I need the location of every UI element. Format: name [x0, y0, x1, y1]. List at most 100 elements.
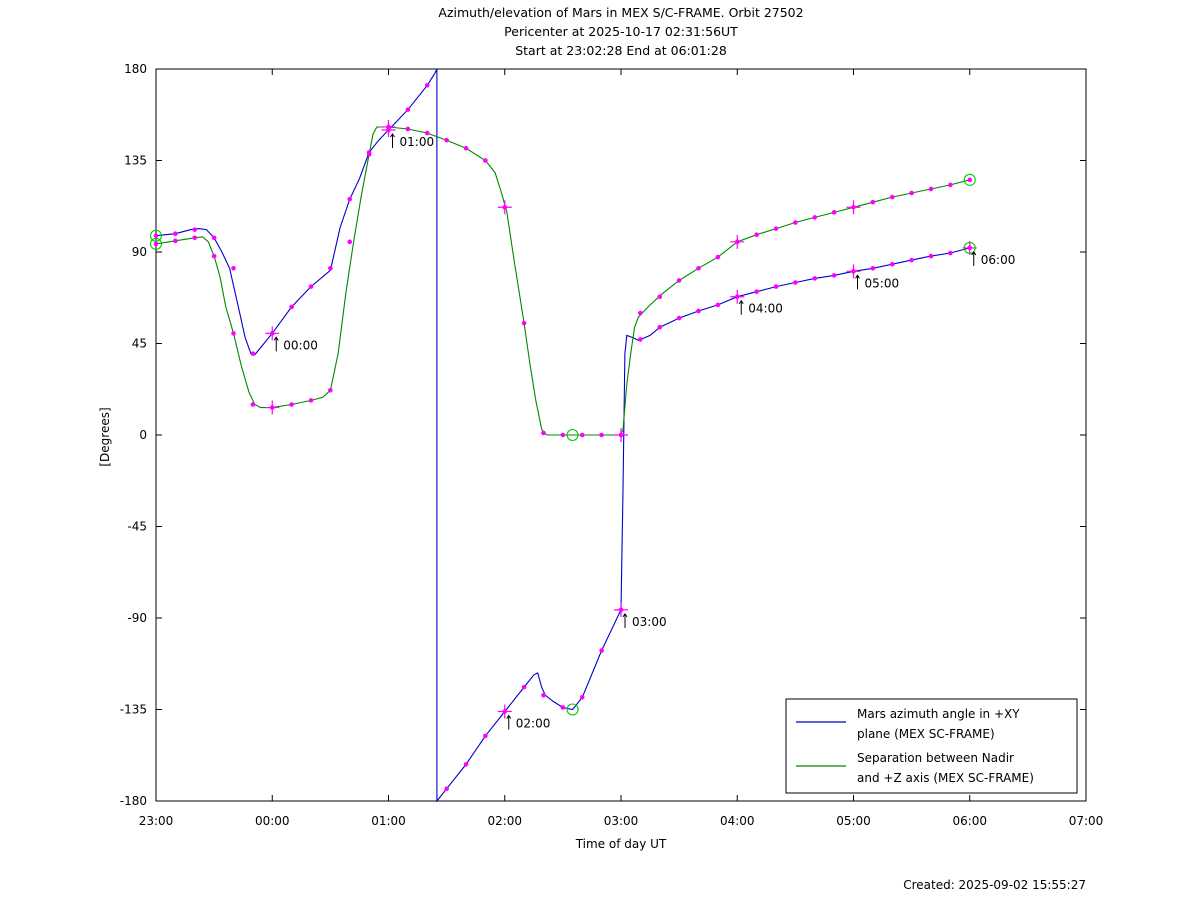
x-tick-label: 02:00	[487, 814, 522, 828]
axis-ticks: 23:00 00:00 01:00 02:00 03:00 04:00 05:00 06:00…	[120, 62, 1104, 828]
time-annotation-arrow	[855, 274, 860, 290]
time-annotation-label: 04:00	[748, 302, 783, 316]
data-point	[173, 238, 178, 244]
data-point	[192, 235, 198, 241]
data-point	[328, 387, 333, 393]
data-point	[250, 402, 256, 407]
data-point	[347, 239, 353, 245]
data-point	[405, 107, 411, 112]
data-point	[948, 250, 953, 256]
hour-marker	[381, 119, 396, 134]
time-annotation-label: 05:00	[865, 276, 900, 290]
y-tick-label: -135	[120, 703, 147, 717]
data-point	[831, 273, 837, 278]
data-point	[289, 402, 294, 407]
data-point	[289, 304, 294, 310]
event-circle	[149, 237, 163, 250]
data-point	[328, 265, 333, 271]
data-point	[812, 215, 818, 220]
data-point	[250, 351, 256, 356]
time-annotation-label: 00:00	[283, 338, 318, 352]
y-tick-label: 135	[124, 154, 147, 168]
data-point	[192, 227, 198, 232]
data-point	[560, 432, 566, 438]
data-point	[657, 324, 663, 330]
data-point	[793, 220, 798, 225]
chart-title-line: Start at 23:02:28 End at 06:01:28	[515, 43, 727, 58]
data-point	[231, 331, 236, 336]
x-tick-label: 01:00	[371, 814, 406, 828]
data-point	[231, 265, 236, 271]
data-point	[928, 253, 934, 259]
legend-entry: plane (MEX SC-FRAME)	[857, 727, 995, 741]
data-point	[153, 241, 159, 247]
hour-marker	[846, 264, 861, 279]
data-point	[405, 126, 411, 132]
hour-marker	[614, 428, 628, 442]
x-axis-label: Time of day UT	[575, 837, 667, 851]
hour-marker	[497, 704, 512, 719]
data-point	[599, 432, 604, 438]
legend-entry: Mars azimuth angle in +XY	[857, 707, 1020, 721]
data-point	[948, 182, 953, 188]
data-point	[773, 226, 779, 231]
y-axis-label: [Degrees]	[98, 407, 112, 466]
x-tick-label: 03:00	[604, 814, 639, 828]
data-point	[812, 276, 818, 281]
data-point	[599, 648, 604, 653]
data-point	[347, 196, 353, 202]
data-point	[793, 280, 798, 285]
chart-title: Azimuth/elevation of Mars in MEX S/C-FRA…	[438, 5, 803, 58]
data-point	[715, 254, 721, 260]
data-point	[153, 233, 159, 239]
data-point	[521, 320, 527, 326]
time-annotation-arrow	[971, 251, 977, 266]
event-circle	[963, 173, 976, 186]
data-point	[541, 692, 546, 698]
y-tick-label: -45	[127, 520, 147, 534]
data-point	[754, 289, 759, 294]
event-circle	[963, 241, 976, 254]
legend-entry: and +Z axis (MEX SC-FRAME)	[857, 771, 1034, 785]
data-point	[308, 398, 314, 403]
data-point	[831, 210, 837, 215]
data-point	[715, 302, 721, 308]
legend: Mars azimuth angle in +XY plane (MEX SC-F…	[785, 698, 1078, 794]
time-annotation-label: 01:00	[400, 135, 435, 149]
x-tick-label: 23:00	[139, 814, 174, 828]
time-annotation-label: 02:00	[516, 717, 551, 731]
hour-marker	[614, 602, 628, 617]
legend-box	[785, 698, 1078, 794]
data-point	[444, 786, 449, 792]
hour-marker	[497, 200, 512, 215]
data-point	[889, 261, 895, 267]
data-point	[211, 253, 217, 259]
x-tick-label: 00:00	[255, 814, 290, 828]
data-point	[696, 265, 701, 271]
time-annotations: 00:00 01:00 02:00 03:00 04:00 05:00 06:00	[273, 133, 1015, 731]
data-point	[754, 232, 759, 238]
time-annotation-arrow	[738, 299, 744, 315]
data-point	[696, 308, 701, 314]
x-tick-label: 06:00	[952, 814, 987, 828]
hour-marker	[846, 200, 861, 215]
data-point	[463, 762, 469, 767]
data-point	[889, 194, 895, 200]
hour-marker	[730, 289, 745, 304]
y-tick-label: -180	[120, 794, 147, 808]
x-tick-label: 04:00	[720, 814, 755, 828]
data-point	[657, 294, 663, 300]
time-annotation-arrow	[390, 133, 395, 148]
data-point	[638, 310, 643, 316]
data-point	[676, 315, 682, 321]
data-point	[676, 278, 682, 283]
data-point	[308, 284, 314, 289]
x-tick-label: 07:00	[1069, 814, 1104, 828]
time-annotation-arrow	[506, 714, 512, 730]
data-point	[870, 199, 876, 205]
legend-entry: Separation between Nadir	[857, 751, 1014, 765]
x-tick-label: 05:00	[836, 814, 871, 828]
y-tick-label: 0	[139, 428, 147, 442]
data-point	[579, 432, 585, 438]
data-point	[928, 186, 934, 192]
